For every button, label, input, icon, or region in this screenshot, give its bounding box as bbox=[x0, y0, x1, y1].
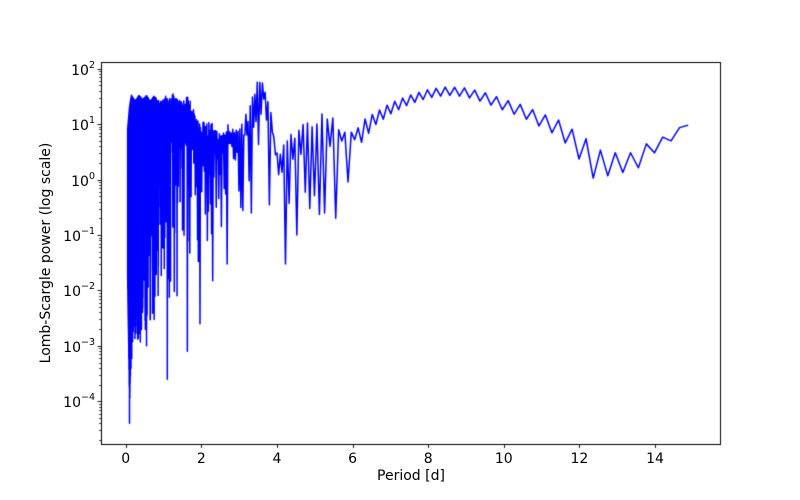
x-tick-label: 14 bbox=[646, 451, 664, 467]
y-tick-label: 10−2 bbox=[63, 281, 95, 301]
y-tick-label: 102 bbox=[71, 59, 95, 79]
y-tick-label: 10−1 bbox=[63, 226, 95, 245]
x-tick-label: 6 bbox=[348, 451, 358, 467]
x-tick-label: 2 bbox=[196, 451, 206, 467]
x-tick-label: 4 bbox=[272, 451, 282, 467]
x-tick-label: 10 bbox=[494, 451, 513, 467]
x-axis-label: Period [d] bbox=[377, 468, 445, 484]
x-tick-label: 8 bbox=[423, 451, 433, 467]
y-tick-label: 10−4 bbox=[63, 392, 95, 412]
y-tick-label: 10−3 bbox=[63, 337, 95, 356]
x-tick-label: 12 bbox=[570, 451, 589, 467]
y-tick-label: 100 bbox=[71, 170, 95, 190]
y-axis-label: Lomb-Scargle power (log scale) bbox=[38, 142, 54, 364]
x-tick-label: 0 bbox=[121, 451, 131, 467]
y-tick-label: 101 bbox=[71, 115, 95, 134]
